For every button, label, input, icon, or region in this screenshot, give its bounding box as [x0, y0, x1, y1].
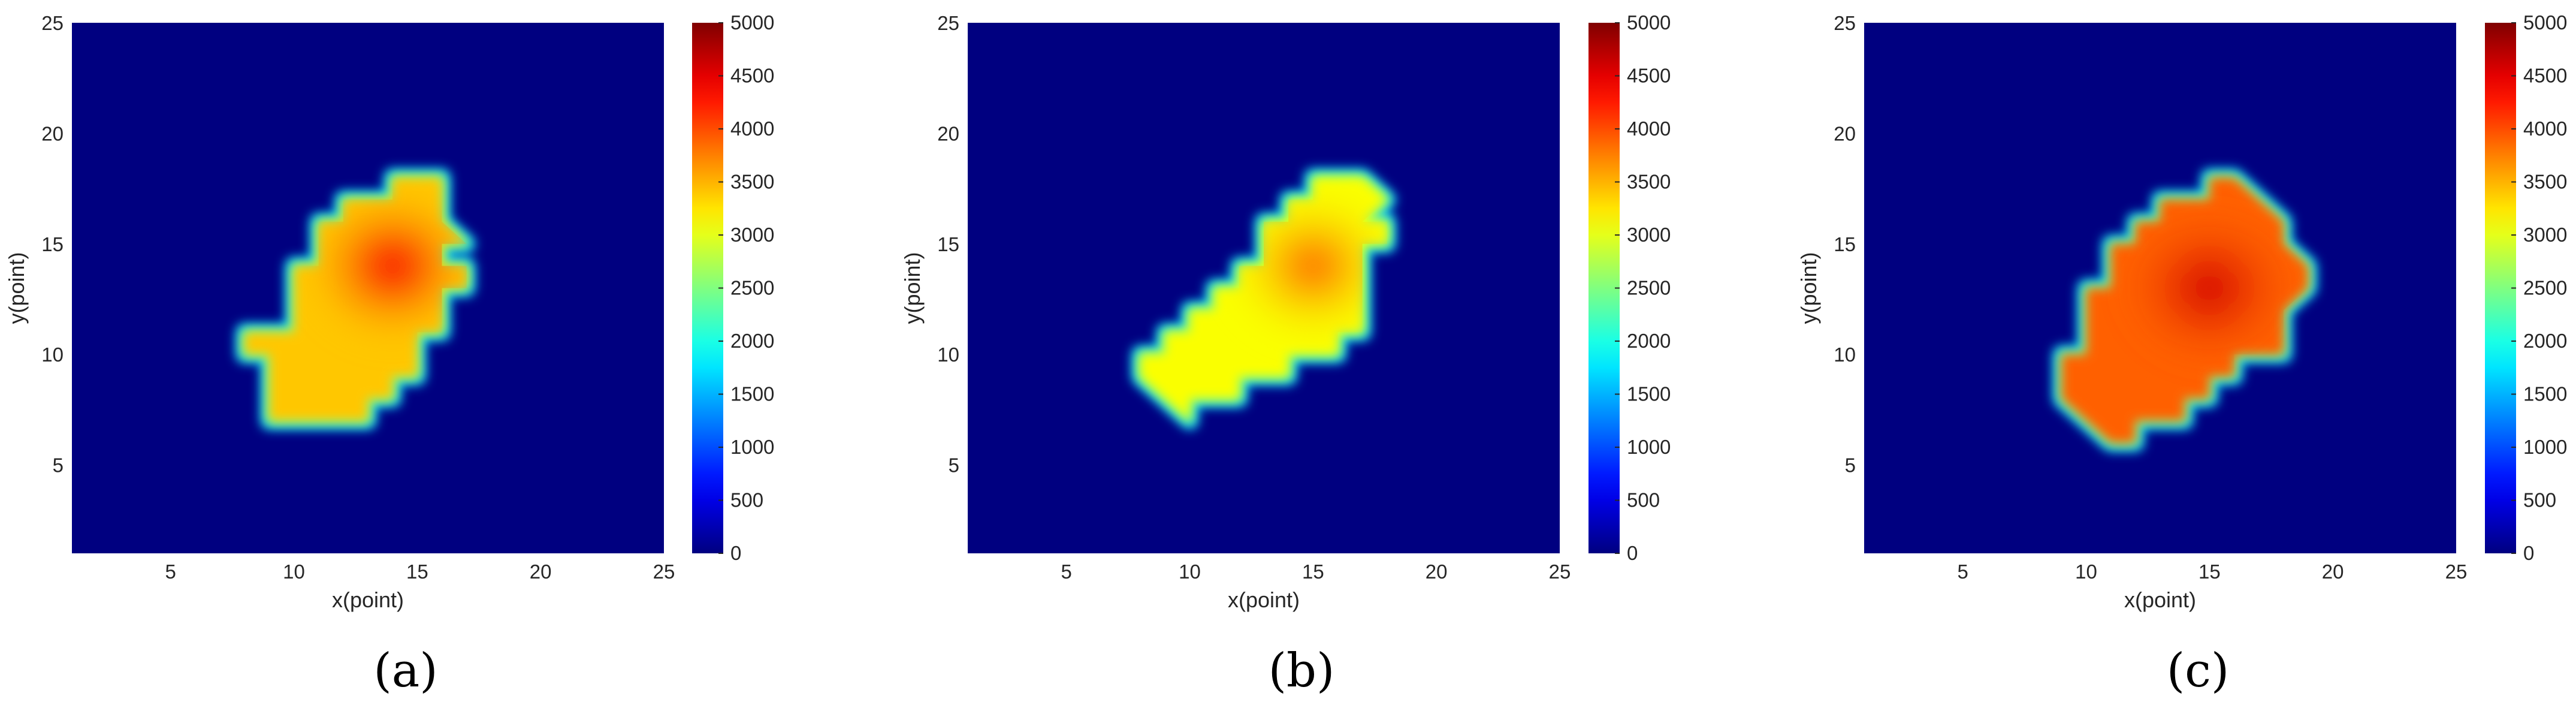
colorbar-tick-label: 2000	[2523, 330, 2567, 352]
panel-label: (b)	[1269, 644, 1335, 698]
y-tick-label: 15	[1834, 233, 1856, 255]
colorbar-tick-label: 1500	[730, 383, 774, 405]
colorbar-tick-label: 4000	[1627, 118, 1671, 140]
x-tick-label: 15	[2198, 561, 2221, 583]
x-tick-label: 10	[2075, 561, 2097, 583]
x-axis-label: x(point)	[332, 588, 404, 612]
y-tick-label: 25	[937, 12, 959, 34]
colorbar-tick-label: 4000	[2523, 118, 2567, 140]
y-tick-label: 25	[41, 12, 64, 34]
y-axis-label: y(point)	[900, 252, 925, 324]
colorbar-tick-label: 2500	[2523, 277, 2567, 299]
colorbar-tick-label: 1500	[1627, 383, 1671, 405]
colorbar-tick-label: 0	[1627, 542, 1638, 564]
colorbar-tick-label: 3000	[1627, 224, 1671, 246]
x-tick-label: 10	[283, 561, 305, 583]
x-tick-label: 25	[653, 561, 675, 583]
colorbar-tick-label: 3500	[1627, 171, 1671, 193]
y-tick-label: 20	[1834, 122, 1856, 144]
y-tick-label: 5	[53, 454, 64, 477]
y-tick-label: 10	[937, 344, 959, 366]
y-tick-label: 5	[949, 454, 959, 477]
x-axis-label: x(point)	[1228, 588, 1300, 612]
x-tick-label: 5	[1957, 561, 1968, 583]
colorbar-tick-label: 4000	[730, 118, 774, 140]
colorbar-tick-label: 2000	[1627, 330, 1671, 352]
y-tick-label: 15	[937, 233, 959, 255]
colorbar-tick-label: 1000	[730, 436, 774, 458]
heat-peak	[298, 181, 467, 351]
colorbar	[2485, 23, 2516, 553]
heat-peak	[2115, 203, 2305, 373]
colorbar-tick-label: 5000	[730, 11, 774, 34]
colorbar	[692, 23, 723, 553]
colorbar-tick-label: 1000	[1627, 436, 1671, 458]
chart-panel-1: 5 10 15 20 25 5 10 15 20 25 x(point) y(point) 0 500 10…	[4, 11, 774, 698]
x-tick-label: 20	[1426, 561, 1448, 583]
colorbar-tick-label: 2500	[1627, 277, 1671, 299]
chart-panel-3: 5 10 15 20 25 5 10 15 20 25 x(point) y(point) 0 500 10…	[1796, 11, 2567, 698]
colorbar	[1589, 23, 1620, 553]
panel-label: (c)	[2167, 644, 2230, 698]
colorbar-tick-label: 1000	[2523, 436, 2567, 458]
y-tick-label: 5	[1845, 454, 1856, 477]
x-tick-label: 25	[2445, 561, 2468, 583]
colorbar-tick-label: 1500	[2523, 383, 2567, 405]
x-tick-label: 5	[165, 561, 176, 583]
colorbar-tick-label: 0	[730, 542, 741, 564]
y-tick-label: 25	[1834, 12, 1856, 34]
colorbar-tick-label: 500	[730, 489, 763, 511]
panel-label: (a)	[373, 644, 437, 698]
y-axis-label: y(point)	[4, 252, 29, 324]
y-tick-label: 10	[41, 344, 64, 366]
x-tick-label: 20	[530, 561, 552, 583]
colorbar-tick-label: 3000	[730, 224, 774, 246]
x-tick-label: 20	[2322, 561, 2344, 583]
y-tick-label: 20	[937, 122, 959, 144]
x-tick-label: 15	[406, 561, 428, 583]
colorbar-tick-label: 4500	[730, 65, 774, 87]
y-axis-label: y(point)	[1796, 252, 1821, 324]
y-tick-label: 15	[41, 233, 64, 255]
y-tick-label: 20	[41, 122, 64, 144]
chart-panel-2: 5 10 15 20 25 5 10 15 20 25 x(point) y(point) 0 500 10…	[900, 11, 1671, 698]
colorbar-tick-label: 5000	[2523, 11, 2567, 34]
colorbar-tick-label: 4500	[2523, 65, 2567, 87]
colorbar-tick-label: 5000	[1627, 11, 1671, 34]
colorbar-tick-label: 2500	[730, 277, 774, 299]
x-tick-label: 5	[1061, 561, 1071, 583]
x-axis-label: x(point)	[2124, 588, 2196, 612]
colorbar-tick-label: 3500	[730, 171, 774, 193]
y-tick-label: 10	[1834, 344, 1856, 366]
colorbar-tick-label: 0	[2523, 542, 2534, 564]
x-tick-label: 15	[1302, 561, 1324, 583]
colorbar-tick-label: 2000	[730, 330, 774, 352]
heat-peak	[1218, 181, 1387, 351]
x-tick-label: 10	[1179, 561, 1201, 583]
colorbar-tick-label: 500	[1627, 489, 1660, 511]
colorbar-tick-label: 500	[2523, 489, 2556, 511]
colorbar-tick-label: 3500	[2523, 171, 2567, 193]
colorbar-tick-label: 3000	[2523, 224, 2567, 246]
x-tick-label: 25	[1549, 561, 1571, 583]
colorbar-tick-label: 4500	[1627, 65, 1671, 87]
